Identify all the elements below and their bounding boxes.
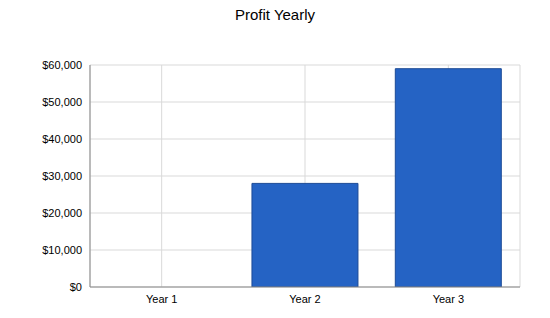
svg-text:$60,000: $60,000 xyxy=(42,59,82,71)
svg-text:$0: $0 xyxy=(70,281,82,293)
svg-text:Year 2: Year 2 xyxy=(289,293,320,305)
svg-text:$20,000: $20,000 xyxy=(42,207,82,219)
svg-text:$50,000: $50,000 xyxy=(42,96,82,108)
svg-text:$30,000: $30,000 xyxy=(42,170,82,182)
html-text:Profit Yearly: Profit Yearly xyxy=(235,6,315,23)
svg-text:$40,000: $40,000 xyxy=(42,133,82,145)
svg-text:Year 1: Year 1 xyxy=(146,293,177,305)
svg-text:$10,000: $10,000 xyxy=(42,244,82,256)
svg-text:Year 3: Year 3 xyxy=(433,293,464,305)
